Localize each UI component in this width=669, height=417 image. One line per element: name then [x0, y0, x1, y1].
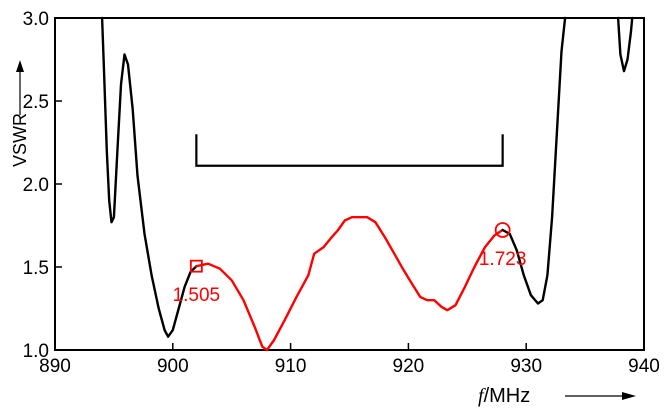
series-line-0 — [100, 16, 198, 338]
series-line-2 — [501, 16, 567, 305]
x-axis-label-unit: /MHz — [484, 385, 531, 407]
x-tick-label: 890 — [39, 356, 71, 377]
bracket-layer — [195, 134, 504, 167]
y-axis-label: VSWR — [10, 113, 30, 167]
series-layer — [100, 16, 634, 352]
series-line-3 — [616, 16, 634, 73]
x-axis-label-italic: f — [478, 385, 486, 407]
annotation-layer: 1.505 1.723 — [173, 222, 527, 306]
marker-square — [189, 259, 203, 273]
y-tick-label: 2.0 — [23, 175, 49, 196]
marker-value-label: 1.505 — [173, 285, 221, 306]
x-tick-label: 940 — [628, 356, 660, 377]
band-bracket — [195, 134, 504, 167]
ticks-layer: 890 900 910 920 930 940 1.0 1.5 2.0 2.5 3.0 — [23, 9, 660, 377]
x-axis-arrowhead — [622, 392, 636, 400]
x-tick-label: 930 — [510, 356, 542, 377]
x-tick-label: 910 — [275, 356, 307, 377]
y-tick-label: 2.5 — [23, 92, 49, 113]
y-tick-label: 1.0 — [23, 341, 49, 362]
x-axis-title: f/MHz — [478, 385, 636, 407]
y-axis-title: VSWR — [10, 60, 30, 167]
series-line-1 — [195, 216, 504, 352]
x-axis-label: f/MHz — [478, 385, 530, 407]
marker-value-label: 1.723 — [479, 249, 527, 270]
y-tick-label: 3.0 — [23, 9, 49, 30]
y-tick-label: 1.5 — [23, 258, 49, 279]
plot-frame — [54, 17, 645, 351]
marker-circle — [494, 222, 511, 238]
y-axis-arrowhead — [16, 60, 24, 72]
x-tick-label: 920 — [393, 356, 425, 377]
x-tick-label: 900 — [157, 356, 189, 377]
